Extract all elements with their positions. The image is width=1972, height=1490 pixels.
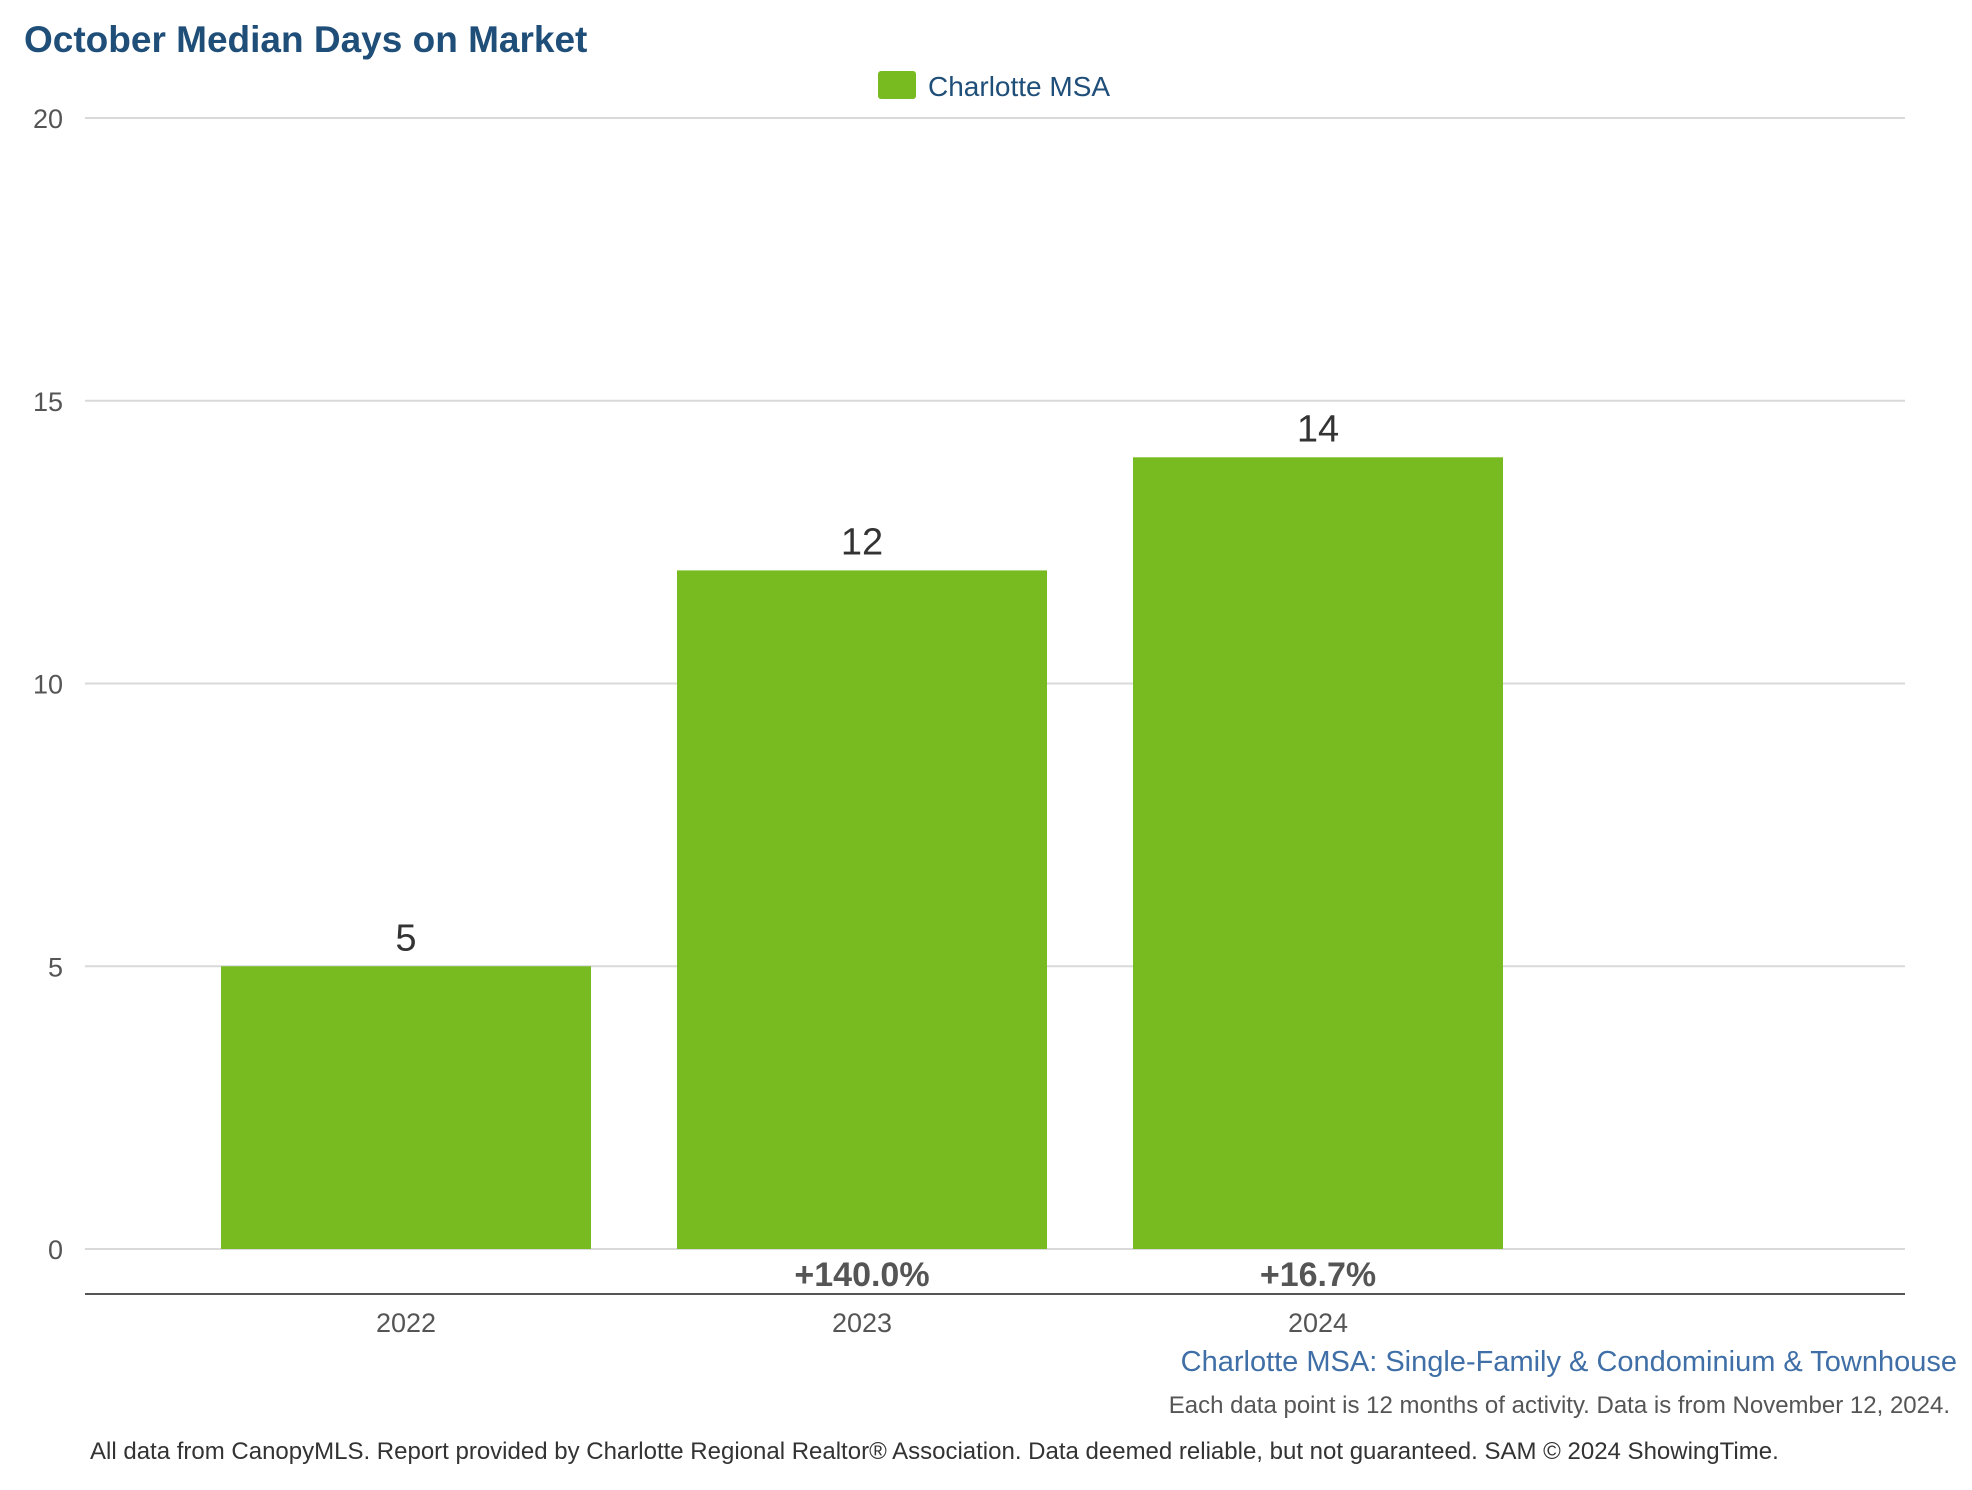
legend-swatch [878,71,916,99]
y-tick-label: 15 [33,387,63,417]
chart-title: October Median Days on Market [24,19,587,60]
y-tick-label: 10 [33,670,63,700]
bar [1133,457,1503,1249]
y-tick-label: 0 [48,1235,63,1265]
value-labels: 5 12 14 [395,408,1339,959]
x-axis-ticks: 2022 2023 2024 [376,1308,1348,1338]
y-axis-ticks: 0 5 10 15 20 [33,104,63,1265]
y-tick-label: 20 [33,104,63,134]
x-tick-label: 2022 [376,1308,436,1338]
bar-value-label: 14 [1297,408,1339,450]
change-labels: +140.0% +16.7% [794,1256,1376,1294]
bar [221,966,591,1249]
y-tick-label: 5 [48,952,63,982]
percent-change-label: +140.0% [794,1256,929,1294]
x-tick-label: 2023 [832,1308,892,1338]
bar [677,570,1047,1249]
footer-disclaimer: All data from CanopyMLS. Report provided… [90,1438,1779,1465]
legend: Charlotte MSA [878,71,1110,102]
chart-subtitle: Charlotte MSA: Single-Family & Condomini… [1181,1346,1957,1378]
bar-value-label: 12 [841,521,883,563]
bar-value-label: 5 [395,917,416,959]
x-tick-label: 2024 [1288,1308,1348,1338]
percent-change-label: +16.7% [1260,1256,1376,1294]
data-note: Each data point is 12 months of activity… [1169,1392,1950,1419]
legend-label: Charlotte MSA [928,71,1110,102]
bars [221,457,1503,1249]
